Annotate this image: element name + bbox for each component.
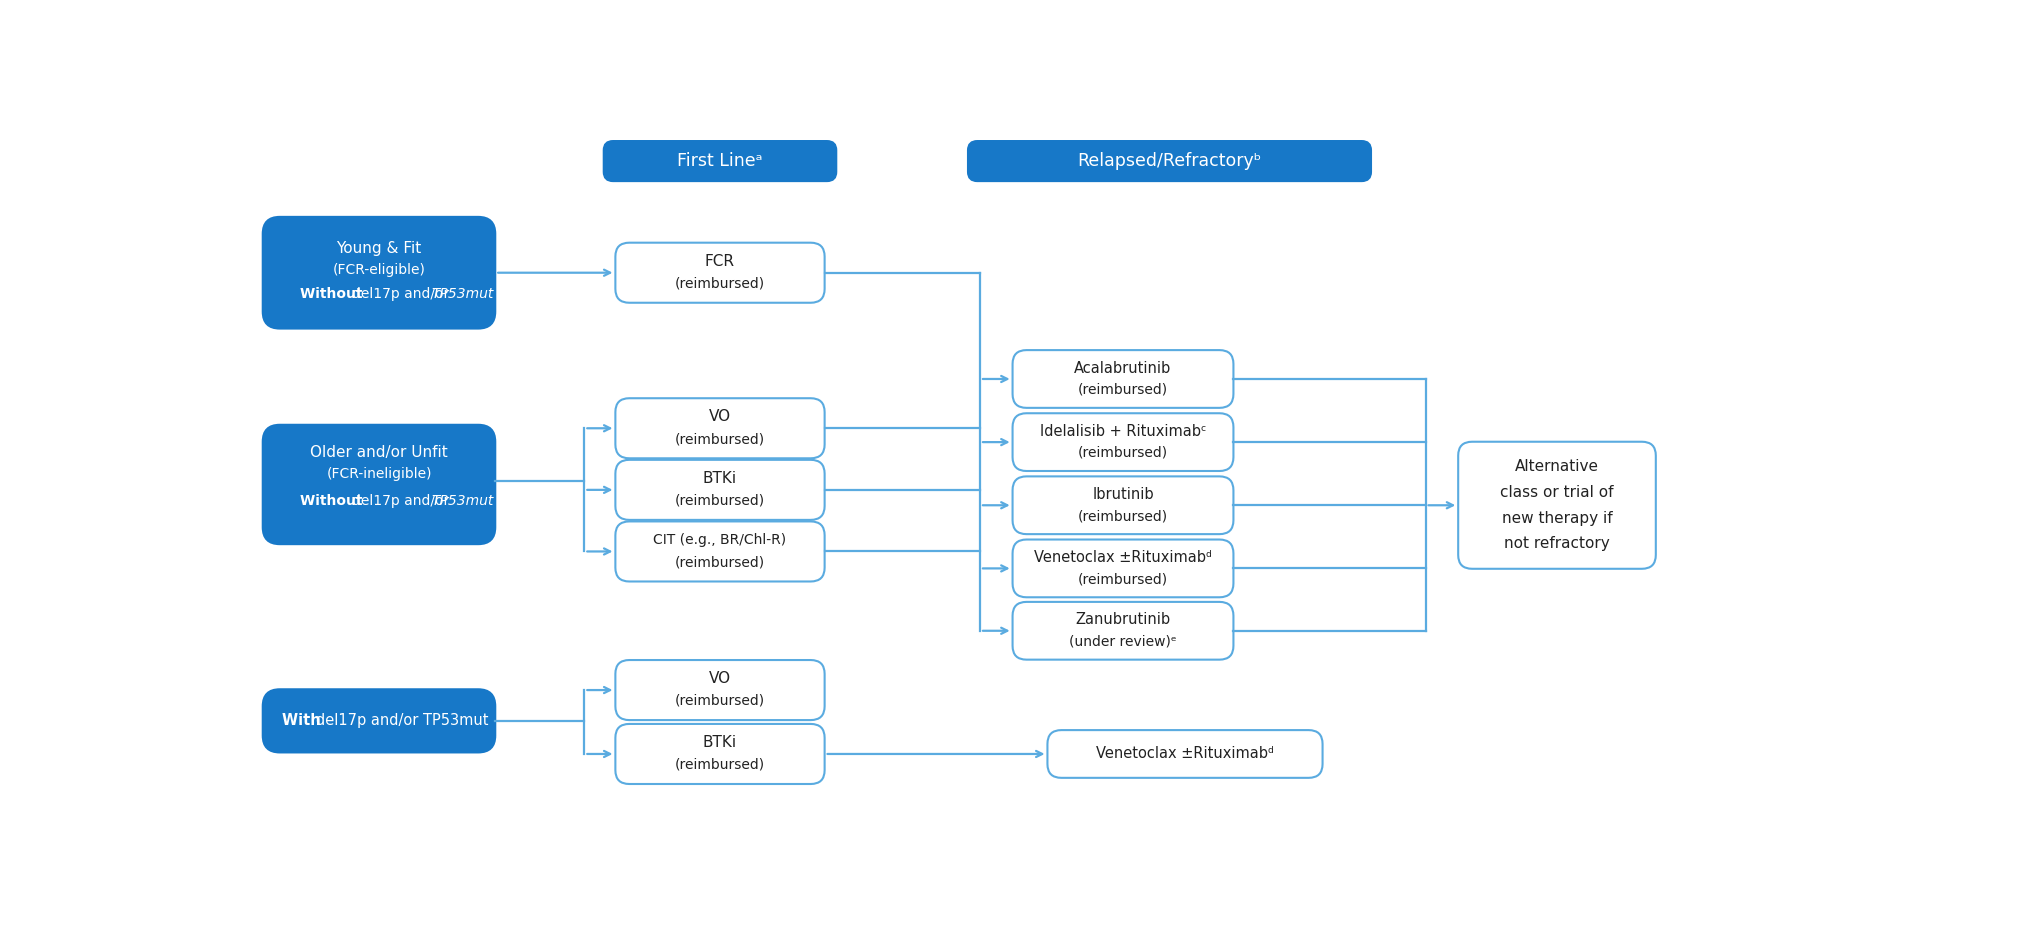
Text: Older and/or Unfit: Older and/or Unfit [310, 445, 449, 460]
Text: (reimbursed): (reimbursed) [1077, 572, 1168, 586]
Text: With: With [281, 714, 326, 729]
Text: (reimbursed): (reimbursed) [675, 432, 765, 446]
FancyBboxPatch shape [616, 660, 824, 720]
Text: del17p and/or: del17p and/or [353, 494, 453, 508]
Text: (reimbursed): (reimbursed) [675, 694, 765, 708]
Text: (reimbursed): (reimbursed) [1077, 383, 1168, 397]
FancyBboxPatch shape [263, 425, 495, 544]
Text: (FCR-eligible): (FCR-eligible) [332, 263, 426, 277]
FancyBboxPatch shape [616, 243, 824, 303]
Text: BTKi: BTKi [703, 471, 736, 486]
Text: Alternative: Alternative [1515, 460, 1599, 475]
Text: VO: VO [710, 671, 730, 686]
Text: FCR: FCR [705, 253, 734, 268]
Text: Ibrutinib: Ibrutinib [1091, 487, 1154, 502]
Text: Relapsed/Refractoryᵇ: Relapsed/Refractoryᵇ [1077, 152, 1260, 170]
FancyBboxPatch shape [1011, 602, 1234, 659]
Text: del17p and/or TP53mut: del17p and/or TP53mut [316, 714, 489, 729]
FancyBboxPatch shape [616, 724, 824, 784]
Text: Without: Without [300, 494, 367, 508]
Text: First Lineᵃ: First Lineᵃ [677, 152, 763, 170]
Text: (reimbursed): (reimbursed) [675, 555, 765, 569]
Text: Idelalisib + Rituximabᶜ: Idelalisib + Rituximabᶜ [1040, 424, 1205, 439]
FancyBboxPatch shape [616, 522, 824, 582]
FancyBboxPatch shape [263, 217, 495, 328]
Text: Young & Fit: Young & Fit [336, 240, 422, 255]
FancyBboxPatch shape [263, 689, 495, 752]
FancyBboxPatch shape [1011, 539, 1234, 598]
FancyBboxPatch shape [604, 141, 836, 181]
Text: (reimbursed): (reimbursed) [1077, 446, 1168, 460]
Text: (under review)ᵉ: (under review)ᵉ [1068, 634, 1177, 648]
Text: BTKi: BTKi [703, 734, 736, 749]
FancyBboxPatch shape [616, 460, 824, 520]
Text: VO: VO [710, 409, 730, 424]
Text: Venetoclax ±Rituximabᵈ: Venetoclax ±Rituximabᵈ [1034, 550, 1211, 565]
FancyBboxPatch shape [1046, 730, 1321, 778]
Text: Venetoclax ±Rituximabᵈ: Venetoclax ±Rituximabᵈ [1095, 747, 1272, 762]
Text: not refractory: not refractory [1503, 537, 1609, 552]
FancyBboxPatch shape [969, 141, 1370, 181]
FancyBboxPatch shape [1011, 414, 1234, 471]
Text: CIT (e.g., BR/Chl-R): CIT (e.g., BR/Chl-R) [652, 533, 787, 547]
Text: (reimbursed): (reimbursed) [1077, 509, 1168, 523]
FancyBboxPatch shape [616, 399, 824, 459]
Text: (reimbursed): (reimbursed) [675, 277, 765, 291]
Text: (FCR-ineligible): (FCR-ineligible) [326, 467, 432, 480]
Text: Acalabrutinib: Acalabrutinib [1075, 361, 1170, 376]
Text: TP53mut: TP53mut [430, 494, 493, 508]
Text: TP53mut: TP53mut [430, 287, 493, 301]
FancyBboxPatch shape [1011, 350, 1234, 408]
FancyBboxPatch shape [1458, 442, 1656, 568]
Text: del17p and/or: del17p and/or [353, 287, 453, 301]
FancyBboxPatch shape [1011, 477, 1234, 534]
Text: (reimbursed): (reimbursed) [675, 758, 765, 772]
Text: class or trial of: class or trial of [1499, 485, 1613, 500]
Text: Without: Without [300, 287, 367, 301]
Text: (reimbursed): (reimbursed) [675, 493, 765, 507]
Text: new therapy if: new therapy if [1501, 511, 1611, 526]
Text: Zanubrutinib: Zanubrutinib [1075, 613, 1170, 628]
